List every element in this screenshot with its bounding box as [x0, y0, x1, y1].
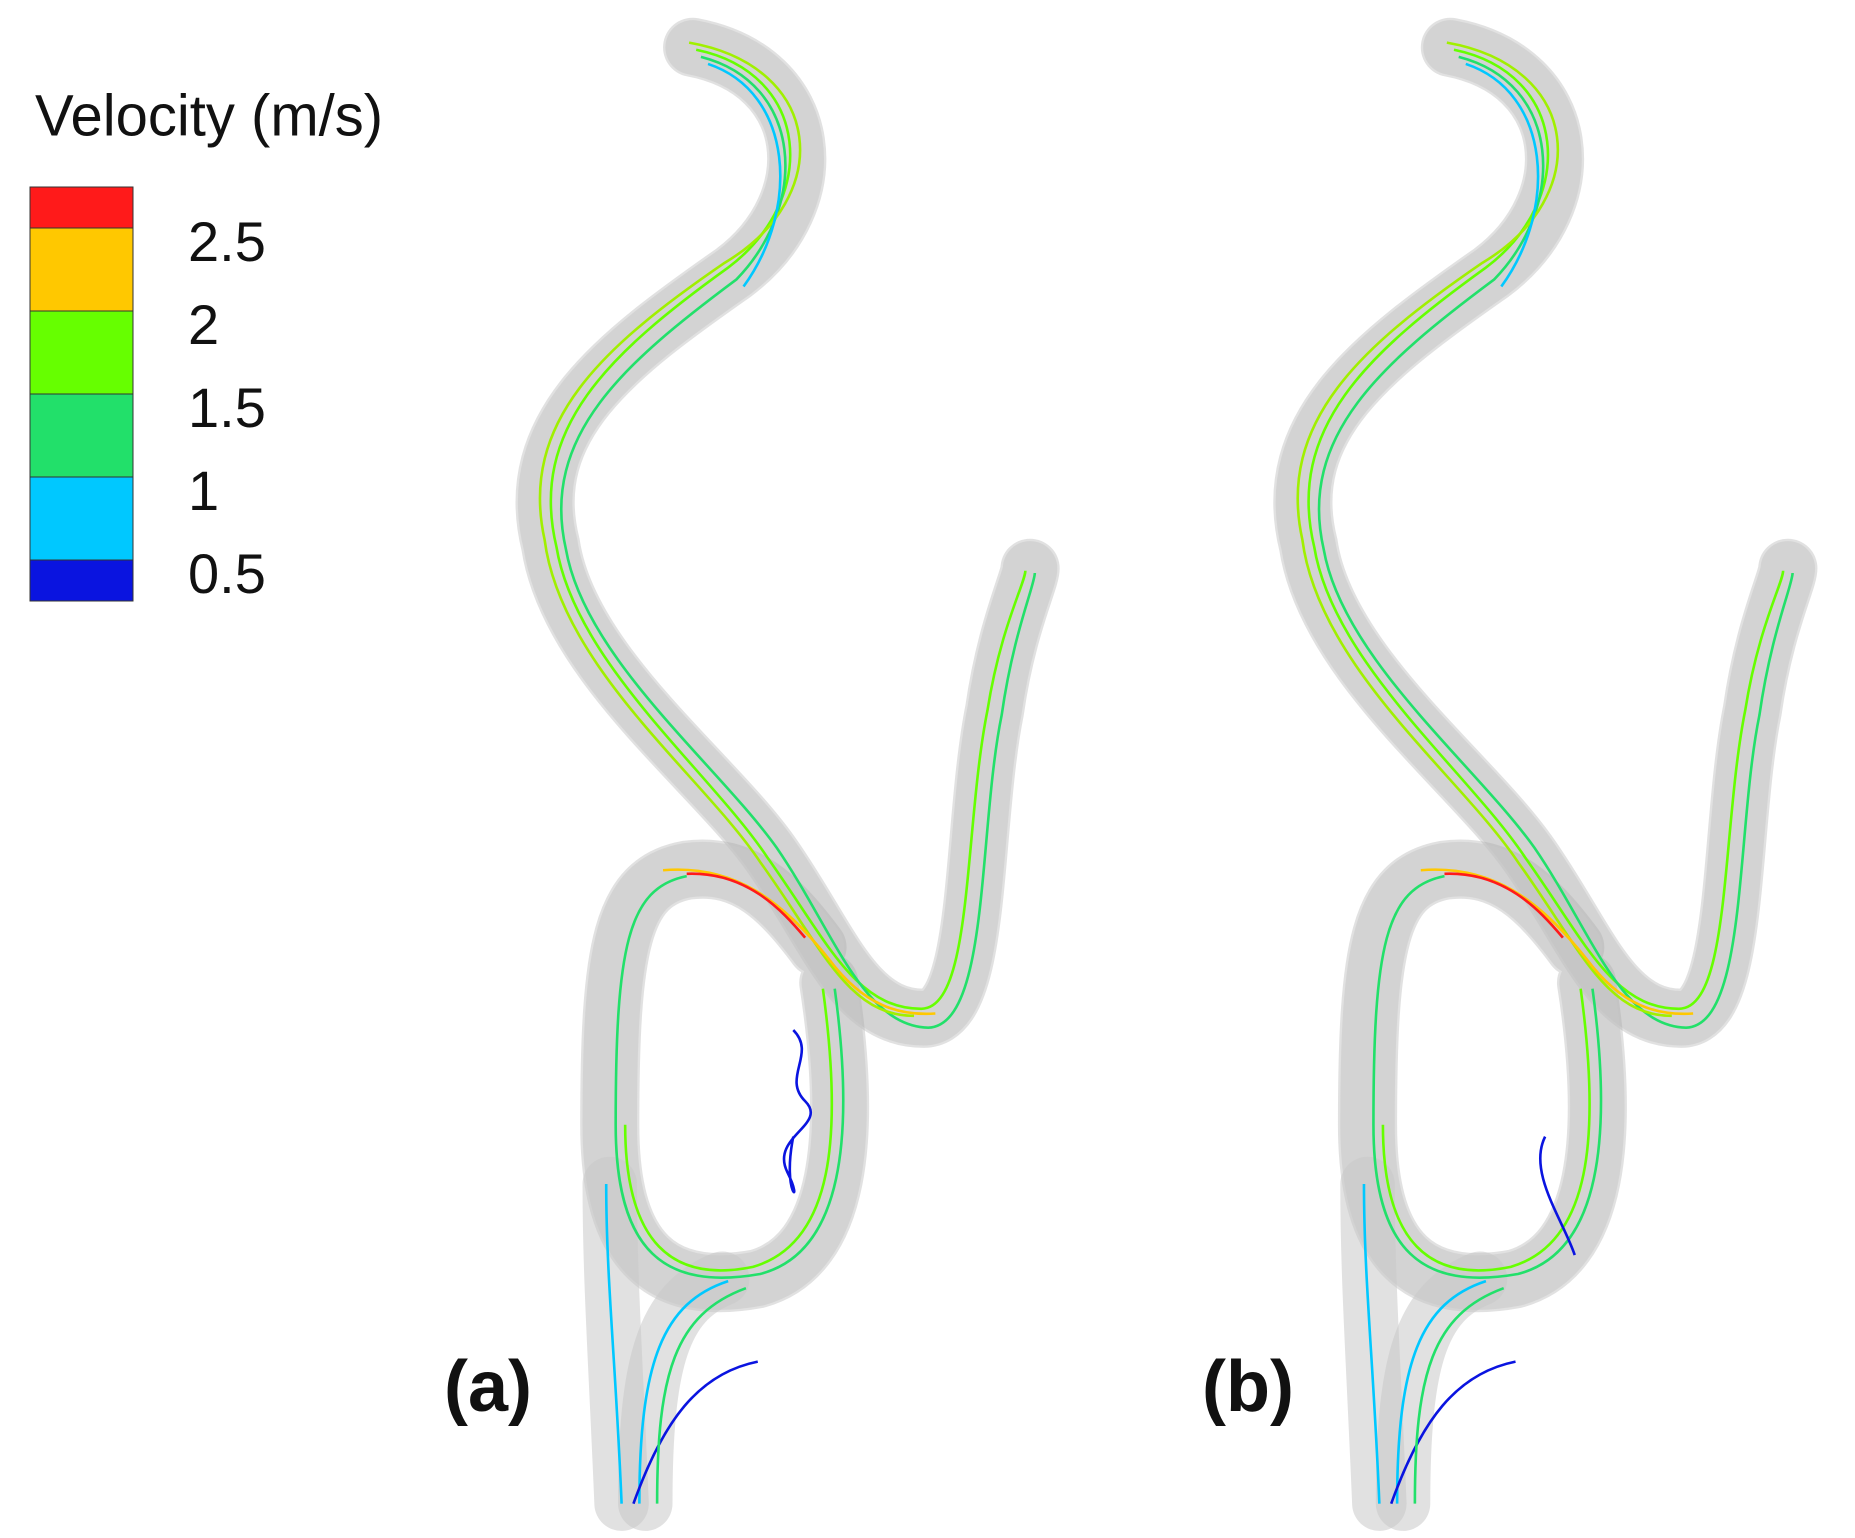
legend-band: [29, 227, 134, 312]
legend: 2.5 2 1.5 1 0.5: [29, 186, 266, 605]
vortex: [782, 1029, 813, 1194]
legend-label: 1.5: [188, 376, 266, 439]
legend-band: [29, 393, 134, 478]
legend-label: 2.5: [188, 210, 266, 273]
legend-label: 0.5: [188, 542, 266, 605]
legend-title: Velocity (m/s): [35, 83, 383, 148]
panel-a-vessel: [540, 43, 1035, 1504]
panel-b-vessel: [1298, 43, 1793, 1504]
panel-label: (b): [1202, 1347, 1294, 1427]
legend-band: [29, 559, 134, 602]
vortex: [1539, 1136, 1576, 1256]
legend-band: [29, 476, 134, 561]
legend-label: 1: [188, 459, 219, 522]
legend-band: [29, 310, 134, 395]
legend-band: [29, 186, 134, 229]
legend-label: 2: [188, 293, 219, 356]
panel-label: (a): [444, 1347, 532, 1427]
